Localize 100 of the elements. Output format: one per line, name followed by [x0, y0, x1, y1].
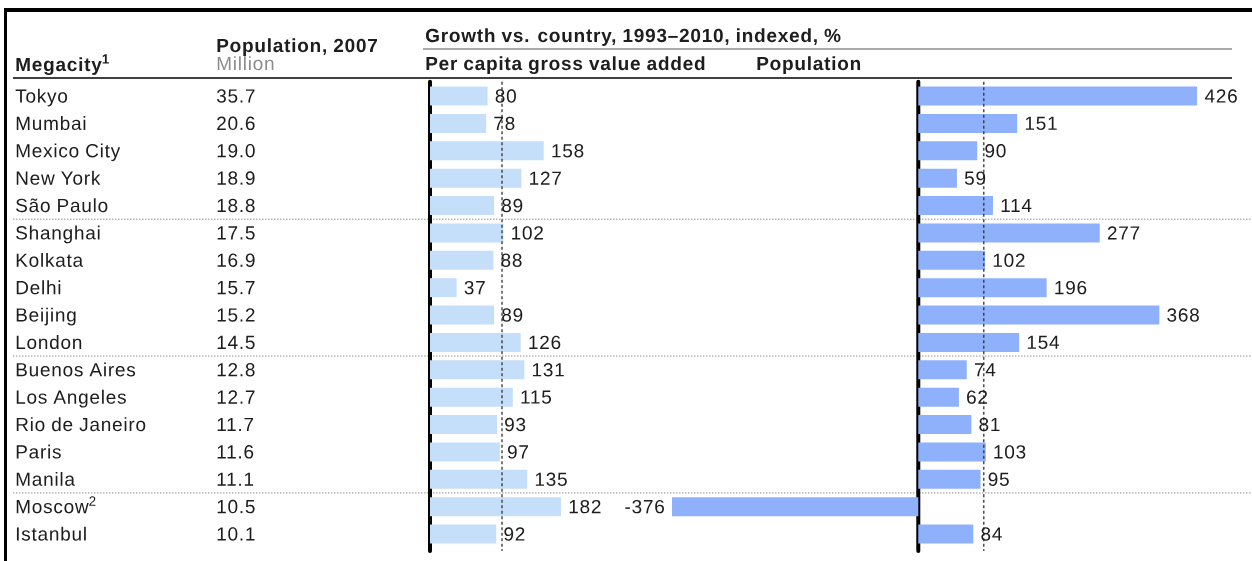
- data-label: 59: [964, 171, 986, 185]
- text: 11.1: [217, 472, 254, 486]
- data-label: 89: [502, 308, 523, 322]
- text: 15.2: [217, 308, 255, 322]
- bar: [918, 415, 972, 435]
- data-label: 80: [495, 89, 516, 103]
- data-label: 154: [1027, 335, 1060, 350]
- bar: [672, 497, 919, 517]
- bar: [430, 86, 488, 106]
- data-label: 103: [994, 445, 1026, 459]
- bar: [430, 278, 457, 298]
- category-label: Istanbul: [16, 526, 86, 541]
- category-label: Beijing: [16, 307, 76, 326]
- text: 12.8: [217, 362, 255, 377]
- text: Population, 2007: [217, 38, 377, 56]
- chart-subtitle: Population: [757, 56, 861, 74]
- bar: [430, 113, 487, 133]
- data-label: 182: [569, 499, 601, 514]
- data-label: 115: [521, 390, 551, 404]
- bar: [918, 360, 967, 380]
- category-label: Mexico City: [16, 143, 121, 162]
- text: 18.8: [217, 198, 255, 213]
- text: 12.7: [217, 390, 255, 404]
- data-label: 88: [501, 253, 522, 267]
- data-label: 62: [967, 390, 988, 404]
- data-label: 74: [974, 363, 996, 377]
- bar: [430, 360, 525, 380]
- data-label: 37: [464, 280, 485, 295]
- category-label: London: [16, 335, 82, 350]
- bar: [918, 305, 1160, 325]
- bar: [918, 442, 986, 462]
- bar: [918, 278, 1047, 298]
- bar: [918, 86, 1198, 106]
- category-label: Paris: [16, 444, 61, 459]
- data-label: 114: [1001, 198, 1032, 213]
- bar: [430, 141, 544, 161]
- category-label: Mumbai: [16, 116, 86, 131]
- bar: [918, 196, 993, 216]
- data-label: 81: [979, 417, 1000, 432]
- category-label: Rio de Janeiro: [16, 417, 146, 432]
- chart-subtitle: Per capita gross value added: [426, 56, 705, 75]
- bar: [430, 415, 497, 435]
- category-label: Shanghai: [16, 225, 100, 244]
- bar: [430, 469, 528, 489]
- data-label: 196: [1055, 280, 1087, 295]
- text: 17.5: [217, 226, 255, 240]
- text: 20.6: [217, 116, 255, 131]
- bar: [430, 305, 495, 325]
- bar: [430, 223, 504, 243]
- data-label: 102: [512, 226, 543, 240]
- data-label: 277: [1107, 226, 1140, 240]
- bar: [918, 387, 959, 407]
- bar: [918, 332, 1020, 352]
- bar: [430, 387, 513, 407]
- data-label: 93: [505, 417, 526, 432]
- category-label: Kolkata: [16, 252, 84, 267]
- category-label: Los Angeles: [16, 389, 126, 408]
- bar: [430, 497, 562, 517]
- text: 11.7: [217, 417, 254, 432]
- data-label: 127: [530, 171, 561, 185]
- bar: [918, 524, 974, 544]
- data-label: 90: [985, 144, 1006, 158]
- data-label: 89: [502, 198, 523, 213]
- bar: [430, 442, 500, 462]
- category-label: Moscow$^{2}$: [16, 496, 96, 514]
- text: 10.5: [217, 499, 255, 514]
- data-label: 102: [993, 253, 1025, 267]
- text: 16.9: [217, 253, 255, 267]
- bar: [918, 168, 957, 188]
- text: Megacity$^{1}$: [16, 54, 109, 76]
- data-label: 131: [532, 363, 564, 377]
- bar: [918, 223, 1100, 243]
- bar: [430, 196, 495, 216]
- bar: [430, 524, 497, 544]
- text: Million: [217, 56, 274, 71]
- category-label: Tokyo: [15, 88, 68, 107]
- data-label: 426: [1204, 89, 1237, 103]
- text: 15.7: [217, 281, 255, 295]
- bar: [918, 113, 1018, 133]
- data-label: -376: [625, 499, 664, 514]
- text: 18.9: [217, 171, 255, 185]
- data-label: 151: [1025, 116, 1057, 131]
- data-label: 78: [494, 116, 515, 131]
- data-label: 97: [507, 445, 528, 459]
- category-label: Delhi: [16, 280, 61, 295]
- bar: [430, 168, 522, 188]
- data-label: 126: [529, 335, 561, 350]
- text: 35.7: [216, 89, 255, 103]
- data-label: 158: [552, 144, 584, 158]
- bar: [430, 250, 494, 270]
- category-label: Buenos Aires: [16, 362, 136, 377]
- bar: [430, 332, 521, 352]
- category-label: Manila: [16, 471, 75, 486]
- data-label: 92: [504, 527, 525, 541]
- data-label: 84: [981, 527, 1002, 541]
- data-label: 368: [1167, 308, 1199, 322]
- text: 14.5: [217, 335, 255, 350]
- bar: [918, 469, 981, 489]
- data-label: 135: [535, 472, 567, 486]
- text: 10.1: [217, 527, 255, 541]
